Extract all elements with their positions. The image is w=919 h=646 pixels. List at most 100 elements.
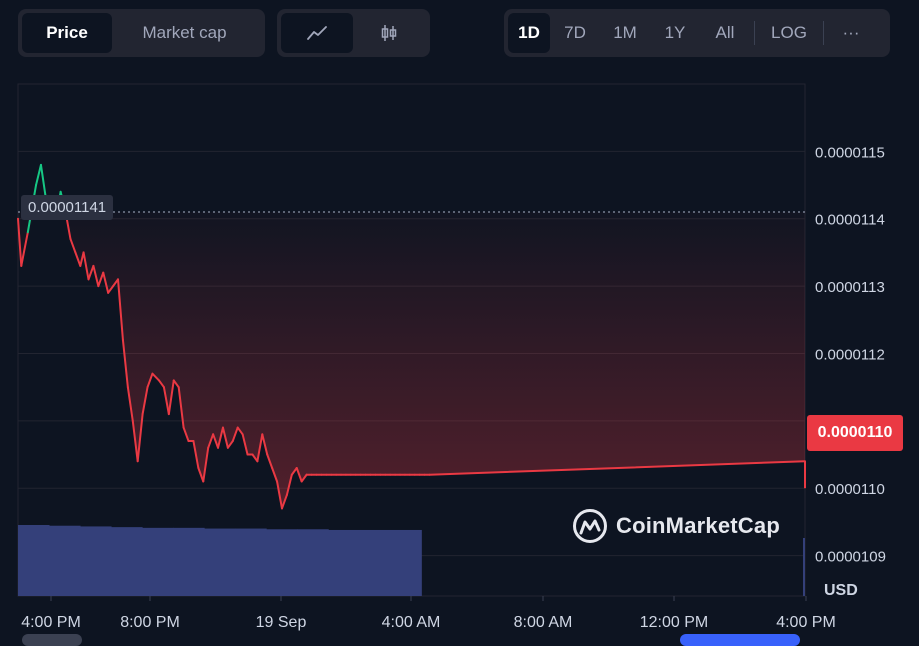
price-line-segment: [136, 413, 144, 463]
current-price-label: 0.0000110: [807, 415, 903, 451]
x-tick-label: 12:00 PM: [640, 614, 708, 631]
price-line-segment: [271, 467, 279, 483]
volume-bar: [173, 527, 205, 596]
price-line-segment: [117, 278, 124, 341]
price-line-segment: [290, 467, 298, 476]
price-line-segment: [197, 467, 205, 483]
price-line-segment: [428, 460, 806, 476]
price-line-segment: [167, 379, 175, 416]
range-1d[interactable]: 1D: [508, 13, 550, 53]
price-line-segment: [226, 440, 234, 449]
price-line-segment: [121, 339, 129, 389]
price-line-segment: [162, 386, 170, 416]
y-tick-label: 0.0000114: [815, 212, 885, 229]
y-tick-label: 0.0000115: [815, 144, 885, 161]
price-line-segment: [107, 285, 115, 294]
price-line-segment: [102, 271, 110, 294]
price-line-segment: [221, 426, 229, 449]
watermark-text: CoinMarketCap: [616, 513, 780, 538]
volume-bar: [111, 527, 143, 596]
price-line-segment: [295, 467, 303, 483]
price-line-segment: [231, 426, 239, 443]
range-divider: [754, 21, 755, 45]
candlestick-button[interactable]: [353, 13, 425, 53]
price-line-segment: [17, 217, 23, 267]
volume-bar: [359, 529, 391, 596]
candlestick-icon: [381, 25, 397, 41]
tab-price[interactable]: Price: [22, 13, 112, 53]
price-line-segment: [207, 433, 215, 449]
more-divider: [823, 21, 824, 45]
more-options-button[interactable]: ···: [842, 23, 860, 42]
volume-bar: [390, 529, 422, 596]
price-line-segment: [97, 271, 105, 288]
scroll-handle-right[interactable]: [680, 634, 800, 646]
price-line-segment: [236, 426, 244, 436]
price-line-segment: [39, 163, 47, 200]
price-line-segment: [266, 453, 274, 469]
metric-tabs: Price Market cap: [18, 9, 265, 57]
price-line-segment: [251, 453, 259, 463]
volume-bar: [328, 529, 360, 596]
chart-style-toggle: [277, 9, 430, 57]
tab-market-cap[interactable]: Market cap: [142, 23, 227, 42]
scroll-handle-left[interactable]: [22, 634, 82, 646]
price-line-segment: [217, 426, 224, 449]
range-1m[interactable]: 1M: [613, 23, 637, 42]
price-line-segment: [261, 433, 269, 456]
price-line-segment: [192, 440, 200, 469]
price-line-segment: [92, 264, 100, 288]
price-line-segment: [146, 372, 154, 389]
x-tick-label: 4:00 PM: [776, 614, 836, 631]
coinmarketcap-logo-icon: [573, 509, 607, 543]
price-line-segment: [276, 480, 283, 510]
x-tick-label: 4:00 PM: [21, 614, 81, 631]
price-line-segment: [172, 379, 180, 389]
range-1y[interactable]: 1Y: [664, 23, 686, 42]
watermark: CoinMarketCap: [572, 508, 780, 544]
price-line-segment: [20, 231, 29, 267]
price-line-segment: [151, 372, 161, 382]
volume-bar: [803, 538, 805, 596]
price-line-segment: [202, 446, 210, 483]
range-7d[interactable]: 7D: [564, 23, 586, 42]
x-tick-label: 8:00 AM: [514, 614, 573, 631]
volume-bar: [204, 528, 236, 596]
log-scale-toggle[interactable]: LOG: [771, 23, 807, 42]
price-line-segment: [131, 419, 139, 463]
price-line-segment: [158, 379, 165, 389]
y-tick-label: 0.0000112: [815, 346, 885, 363]
price-area-fill: [18, 212, 805, 509]
price-line-segment: [141, 386, 149, 416]
line-chart-button[interactable]: [281, 13, 353, 53]
volume-bar: [49, 525, 81, 596]
currency-label: USD: [824, 582, 858, 599]
range-all[interactable]: All: [715, 23, 735, 42]
hover-value-label: 0.00001141: [21, 195, 114, 220]
price-line-segment: [87, 264, 95, 281]
volume-bar: [266, 529, 298, 596]
x-tick-label: 19 Sep: [256, 614, 307, 631]
x-tick-label: 8:00 PM: [120, 614, 180, 631]
price-line-segment: [74, 251, 82, 267]
price-line-segment: [256, 433, 264, 463]
price-line-segment: [69, 237, 77, 254]
price-line-segment: [285, 473, 293, 496]
price-line-segment: [241, 433, 249, 456]
volume-bar: [18, 525, 50, 596]
price-line-segment: [82, 251, 90, 281]
price-line-segment: [212, 433, 220, 449]
y-tick-label: 0.0000109: [815, 549, 886, 566]
range-selector: 1D 7D 1M 1Y All LOG ···: [504, 9, 890, 57]
price-line-segment: [177, 386, 185, 429]
price-line-segment: [126, 386, 134, 422]
price-line-segment: [280, 493, 288, 510]
price-line-segment: [300, 473, 308, 483]
y-tick-label: 0.0000110: [815, 481, 885, 498]
line-chart-icon: [307, 26, 327, 40]
volume-bar: [80, 526, 112, 596]
y-tick-label: 0.0000113: [815, 279, 885, 296]
volume-bar: [235, 528, 267, 596]
x-tick-label: 4:00 AM: [382, 614, 441, 631]
